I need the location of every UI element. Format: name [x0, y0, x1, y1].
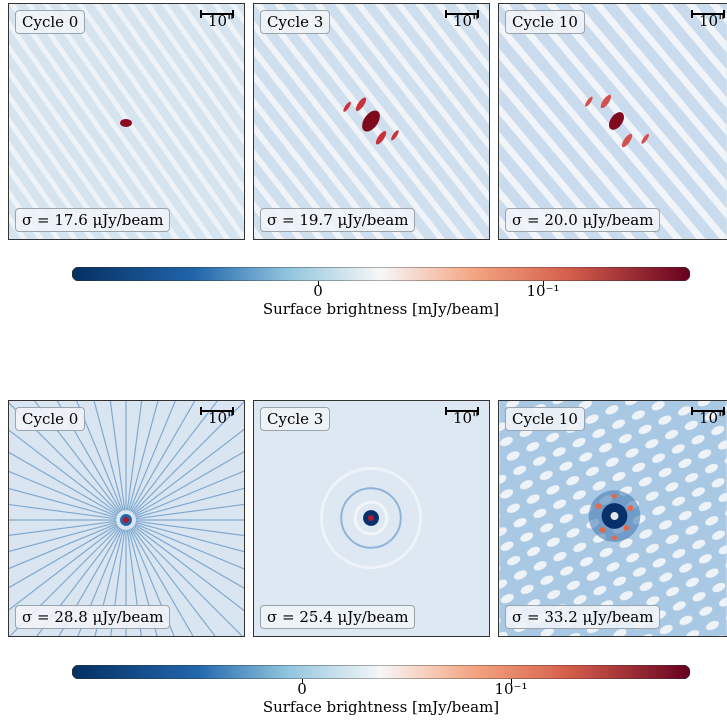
sidelobe-streak	[135, 520, 244, 537]
noise-label: σ = 17.6 μJy/beam	[15, 208, 171, 232]
sidelobe-streak	[135, 503, 244, 520]
colorbar-tick-label-log: 10⁻¹	[494, 680, 528, 698]
sidelobe-streak	[93, 401, 125, 511]
sidelobe-streak	[130, 528, 194, 636]
radio-image	[499, 401, 727, 636]
colorbar-tick	[511, 679, 512, 684]
image-panel-row2-cycle0: Cycle 0 10" σ = 28.8 μJy/beam	[8, 400, 245, 637]
sidelobe-streak	[9, 520, 117, 536]
sidelobe-streak	[132, 526, 243, 636]
sidelobe-streak	[135, 487, 244, 518]
sidelobe-streak	[129, 528, 175, 636]
sidelobe-streak	[76, 401, 123, 512]
sidelobe-streak	[56, 401, 122, 512]
sidelobe-streak	[9, 521, 117, 552]
image-panel-row1-cycle0: Cycle 0 10" σ = 17.6 μJy/beam	[8, 3, 245, 240]
sidelobe-streak	[127, 401, 159, 511]
colorbar-tick-label-zero: 0	[297, 680, 307, 698]
scale-bar-label: 10"	[453, 12, 479, 30]
sidelobe-streak	[9, 524, 118, 589]
noise-label: σ = 20.0 μJy/beam	[505, 208, 661, 232]
scale-bar: 10"	[200, 8, 234, 30]
sidelobe-streak	[134, 523, 244, 570]
noise-label: σ = 33.2 μJy/beam	[505, 605, 661, 629]
colorbar-label: Surface brightness [mJy/beam]	[262, 698, 500, 716]
sidelobe-streak	[132, 401, 244, 514]
sidelobe-streak	[9, 429, 119, 515]
scale-bar: 10"	[691, 8, 725, 30]
sidelobe-streak	[126, 401, 143, 511]
scale-bar: 10"	[445, 8, 479, 30]
scale-bar-label: 10"	[699, 409, 725, 427]
sidelobe-streak	[133, 525, 244, 612]
scale-bar: 10"	[445, 405, 479, 427]
sidelobe-streak	[130, 401, 196, 512]
colorbar	[72, 665, 690, 679]
noise-label: σ = 19.7 μJy/beam	[260, 208, 416, 232]
image-panel-row1-cycle3: Cycle 3 10" σ = 19.7 μJy/beam	[253, 3, 490, 240]
image-panel-row2-cycle10: Cycle 10 10" σ = 33.2 μJy/beam	[498, 400, 727, 637]
colorbar-tick	[543, 281, 544, 286]
cycle-label: Cycle 10	[505, 407, 585, 431]
cycle-label: Cycle 0	[15, 10, 86, 34]
sidelobe-streak	[134, 451, 244, 516]
sidelobe-streak	[134, 524, 244, 589]
sidelobe-streak	[9, 488, 117, 518]
sidelobe-streak	[135, 521, 244, 553]
sidelobe-streak	[9, 523, 118, 570]
sidelobe-streak	[9, 470, 118, 517]
noise-label: σ = 28.8 μJy/beam	[15, 605, 171, 629]
sidelobe-streak	[131, 527, 216, 636]
scale-bar: 10"	[691, 405, 725, 427]
sidelobe-streak	[129, 401, 176, 512]
sidelobe-streak	[9, 503, 117, 520]
colorbar	[72, 267, 690, 281]
radio-image	[9, 401, 244, 636]
scale-bar-label: 10"	[699, 12, 725, 30]
radio-image	[9, 4, 244, 239]
sidelobe-streak	[9, 451, 118, 516]
colorbar-tick-label-log: 10⁻¹	[526, 282, 560, 300]
sidelobe-streak	[58, 528, 122, 636]
image-panel-row2-cycle3: Cycle 3 10" σ = 25.4 μJy/beam	[253, 400, 490, 637]
scale-bar: 10"	[200, 405, 234, 427]
sidelobe-streak	[109, 401, 126, 511]
sidelobe-streak	[134, 470, 244, 517]
sidelobe-streak	[133, 428, 244, 515]
sidelobe-streak	[9, 525, 119, 611]
cycle-label: Cycle 0	[15, 407, 86, 431]
colorbar-label: Surface brightness [mJy/beam]	[262, 300, 500, 318]
scale-bar-label: 10"	[208, 12, 234, 30]
image-panel-row1-cycle10: Cycle 10 10" σ = 20.0 μJy/beam	[498, 3, 727, 240]
scale-bar-label: 10"	[453, 409, 479, 427]
radio-image	[499, 4, 727, 239]
scale-bar-label: 10"	[208, 409, 234, 427]
colorbar-tick	[318, 281, 319, 286]
cycle-label: Cycle 10	[505, 10, 585, 34]
colorbar-tick-label-zero: 0	[313, 282, 323, 300]
sidelobe-streak	[77, 528, 123, 636]
noise-label: σ = 25.4 μJy/beam	[260, 605, 416, 629]
radio-image	[254, 4, 489, 239]
cycle-label: Cycle 3	[260, 407, 331, 431]
radio-image	[254, 401, 489, 636]
colorbar-tick	[302, 679, 303, 684]
cycle-label: Cycle 3	[260, 10, 331, 34]
sidelobe-streak	[36, 527, 121, 636]
sidelobe-streak	[131, 401, 219, 513]
